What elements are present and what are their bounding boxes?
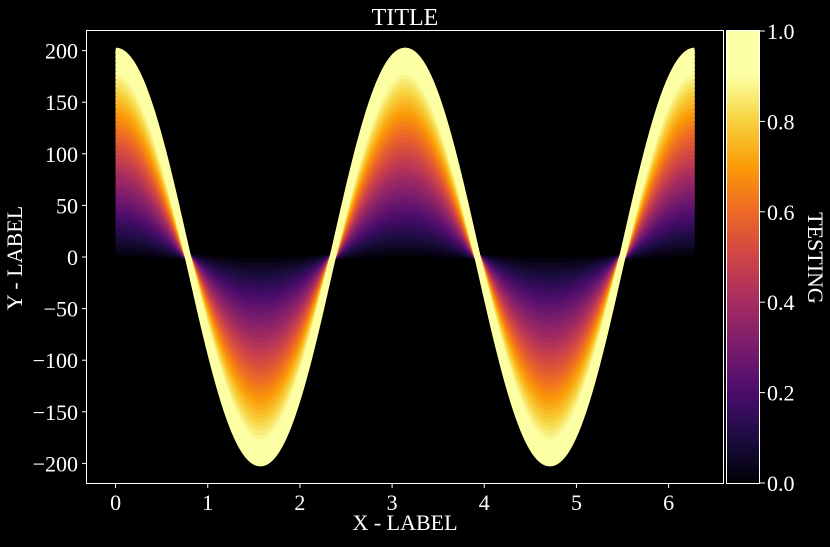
y-tick-label: 0	[67, 245, 78, 270]
x-tick-label: 5	[571, 490, 582, 515]
colorbar-tick-label: 0.0	[767, 471, 795, 496]
chart-title: TITLE	[372, 5, 439, 31]
x-tick-label: 2	[294, 490, 305, 515]
y-tick-label: −150	[33, 400, 78, 425]
y-tick-label: 200	[45, 39, 78, 64]
y-tick-label: −200	[33, 451, 78, 476]
y-tick-label: −100	[33, 348, 78, 373]
colorbar-label: TESTING	[803, 212, 828, 304]
colorbar-tick-label: 0.8	[767, 109, 795, 134]
y-tick-label: −50	[44, 297, 78, 322]
y-axis-label: Y - LABEL	[2, 206, 27, 310]
colorbar-ticks: 0.0 0.2 0.4 0.6 0.8 1.0	[760, 19, 795, 496]
x-axis-label: X - LABEL	[352, 510, 457, 535]
y-axis-ticks: −200 −150 −100 −50 0 50 100 150 200	[33, 39, 87, 476]
x-tick-label: 0	[110, 490, 121, 515]
colorbar	[726, 30, 760, 484]
colorbar-tick-label: 0.2	[767, 381, 795, 406]
series-line	[115, 47, 696, 467]
y-tick-label: 100	[45, 142, 78, 167]
colorbar-tick-label: 0.6	[767, 200, 795, 225]
x-tick-label: 4	[479, 490, 490, 515]
series-curves	[115, 47, 696, 467]
x-tick-label: 1	[202, 490, 213, 515]
x-axis-ticks: 0 1 2 3 4 5 6	[110, 483, 674, 515]
y-tick-label: 50	[56, 193, 78, 218]
colorbar-tick-label: 0.4	[767, 290, 795, 315]
y-tick-label: 150	[45, 90, 78, 115]
colorbar-tick-label: 1.0	[767, 19, 795, 44]
x-tick-label: 6	[663, 490, 674, 515]
x-tick-label: 3	[387, 490, 398, 515]
